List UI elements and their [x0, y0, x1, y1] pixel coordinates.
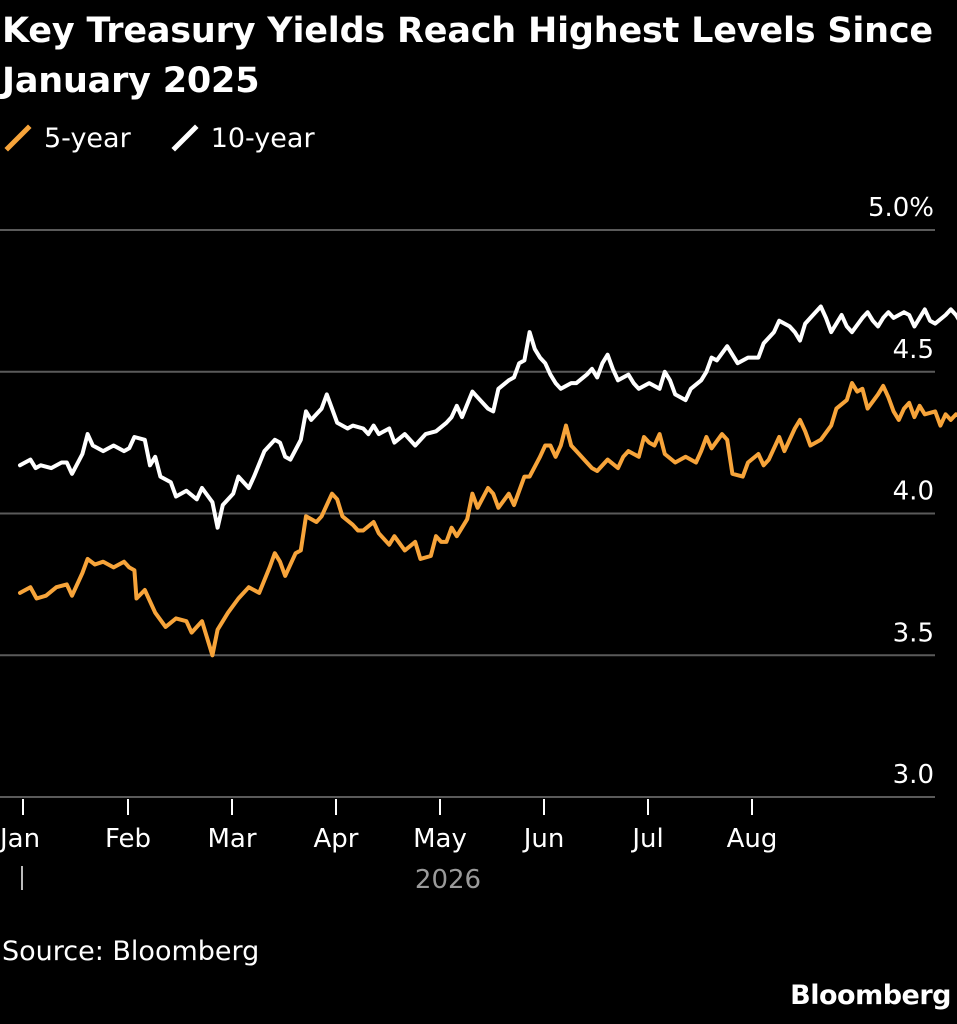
y-axis-labels: 5.0% 4.5 4.0 3.5 3.0 — [868, 193, 934, 790]
legend-swatch-ten-year-icon — [171, 124, 199, 152]
series-layer — [18, 304, 957, 658]
x-tick-label: Feb — [105, 824, 151, 854]
year-label: 2026 — [415, 865, 481, 895]
legend-label-five-year: 5-year — [44, 122, 131, 154]
chart-title: Key Treasury Yields Reach Highest Levels… — [2, 11, 933, 101]
legend-item-five-year: 5-year — [4, 123, 131, 154]
legend-item-ten-year: 10-year — [171, 123, 315, 154]
source-note: Source: Bloomberg — [2, 936, 260, 967]
series-line-ten-year — [18, 304, 957, 530]
x-tick-label: Apr — [314, 824, 359, 854]
x-tick-label: Jun — [522, 824, 565, 854]
x-tick-label: Mar — [207, 824, 256, 854]
y-tick-label: 5.0% — [868, 193, 934, 223]
legend-swatch-five-year-icon — [4, 124, 32, 152]
x-axis: Jan Feb Mar Apr May Jun Jul Aug 2026 — [0, 799, 777, 895]
x-tick-label: Jan — [0, 824, 40, 854]
y-tick-label: 3.5 — [893, 618, 934, 648]
y-tick-label: 4.0 — [893, 477, 934, 507]
series-line-five-year — [18, 381, 957, 658]
chart-legend: 5-year 10-year — [4, 118, 355, 158]
legend-label-ten-year: 10-year — [210, 122, 315, 154]
y-tick-label: 4.5 — [893, 335, 934, 365]
x-tick-label: Jul — [630, 824, 663, 854]
x-tick-label: May — [413, 824, 467, 854]
y-tick-label: 3.0 — [893, 760, 934, 790]
bloomberg-logo: Bloomberg — [790, 980, 951, 1011]
x-tick-label: Aug — [727, 824, 778, 854]
